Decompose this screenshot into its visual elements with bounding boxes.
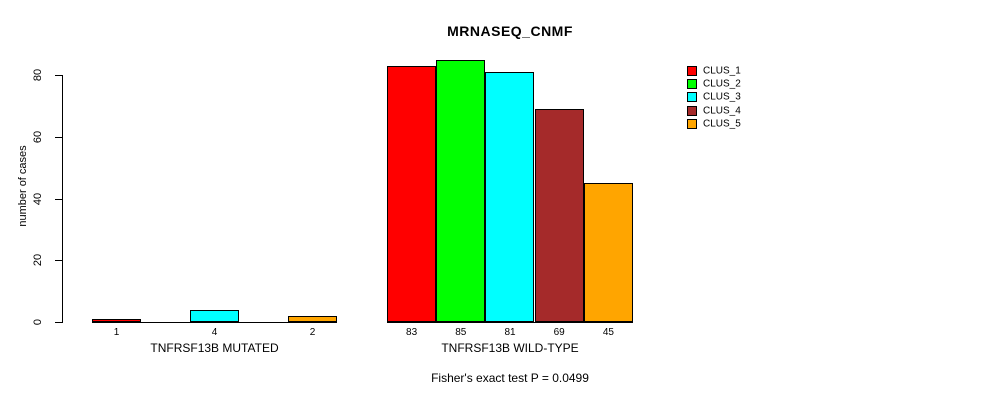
y-tick-label: 80 — [32, 68, 44, 82]
group-label: TNFRSF13B WILD-TYPE — [441, 341, 579, 355]
y-tick-label: 0 — [32, 318, 44, 326]
legend-label-clus_5: CLUS_5 — [703, 118, 741, 130]
legend-label-clus_1: CLUS_1 — [703, 65, 741, 77]
y-tick-mark — [55, 322, 62, 323]
bar-clus_3-mutated — [190, 310, 239, 322]
legend-swatch-clus_3 — [687, 92, 697, 102]
bar-value-label: 85 — [455, 327, 467, 338]
group-baseline — [92, 322, 337, 323]
y-tick-label: 20 — [32, 253, 44, 267]
y-axis-title: number of cases — [17, 145, 29, 227]
group-label: TNFRSF13B MUTATED — [150, 341, 279, 355]
bar-clus_4-wildtype — [535, 109, 584, 322]
bar-clus_5-wildtype — [584, 183, 633, 322]
fisher-test-annotation: Fisher's exact test P = 0.0499 — [431, 371, 589, 385]
bar-value-label: 4 — [211, 327, 218, 338]
y-tick-mark — [55, 199, 62, 200]
bar-clus_2-wildtype — [436, 60, 485, 322]
bar-clus_3-wildtype — [485, 72, 534, 322]
y-tick-mark — [55, 137, 62, 138]
bar-clus_1-mutated — [92, 319, 141, 322]
bar-value-label: 1 — [113, 327, 120, 338]
group-baseline — [387, 322, 633, 323]
bar-value-label: 2 — [309, 327, 316, 338]
legend-swatch-clus_4 — [687, 106, 697, 116]
legend-label-clus_3: CLUS_3 — [703, 91, 741, 103]
y-tick-mark — [55, 75, 62, 76]
y-tick-label: 40 — [32, 192, 44, 206]
bar-value-label: 45 — [602, 327, 614, 338]
bar-value-label: 69 — [553, 327, 565, 338]
bar-value-label: 83 — [406, 327, 418, 338]
legend-label-clus_2: CLUS_2 — [703, 78, 741, 90]
legend-swatch-clus_5 — [687, 119, 697, 129]
bar-clus_5-mutated — [288, 316, 337, 322]
chart-title: MRNASEQ_CNMF — [447, 23, 573, 39]
y-tick-label: 60 — [32, 130, 44, 144]
legend-swatch-clus_1 — [687, 66, 697, 76]
y-tick-mark — [55, 260, 62, 261]
legend-swatch-clus_2 — [687, 79, 697, 89]
bar-value-label: 81 — [504, 327, 516, 338]
bar-clus_1-wildtype — [387, 66, 436, 322]
y-axis-line — [62, 75, 63, 323]
legend-label-clus_4: CLUS_4 — [703, 105, 741, 117]
